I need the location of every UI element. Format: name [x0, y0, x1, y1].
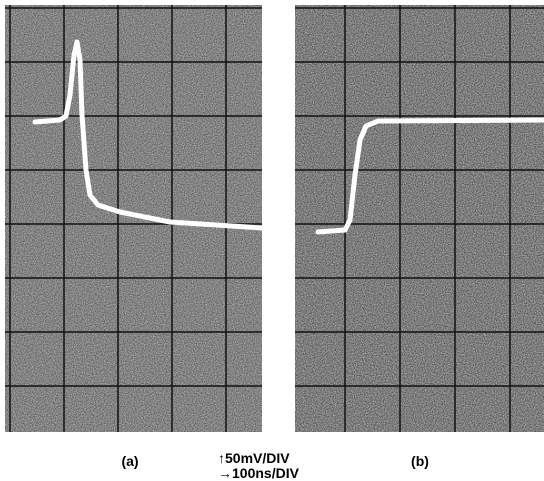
vertical-scale: ↑50mV/DIV	[218, 450, 290, 466]
graticule-b	[295, 5, 544, 432]
trace-b	[315, 117, 544, 235]
scope-panel-a	[5, 5, 262, 432]
scope-panel-b	[295, 5, 544, 432]
screen-grain-b	[295, 5, 544, 432]
screen-grain-a	[5, 5, 262, 432]
trace-a	[32, 39, 262, 231]
panel-label: (b)	[411, 453, 429, 469]
panel-label: (a)	[121, 453, 138, 469]
horizontal-scale: →100ns/DIV	[218, 465, 300, 481]
